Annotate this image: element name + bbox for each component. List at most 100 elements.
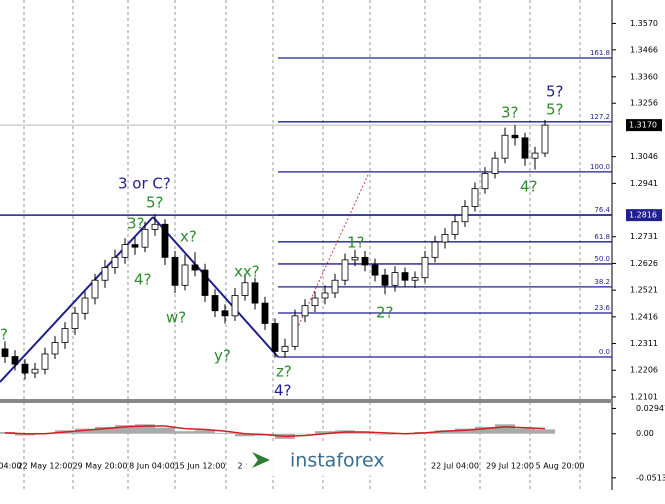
candle-body (281, 345, 289, 352)
osc-signal (4, 425, 546, 438)
osc-y-tick-label: 0.00 (636, 429, 654, 438)
candle-body (71, 312, 79, 329)
panel-separator (0, 399, 612, 403)
candle-body (251, 282, 259, 304)
fib-label: 100.0 (590, 163, 610, 171)
y-tick-label: 1.3046 (630, 152, 658, 161)
osc-bar (95, 426, 115, 434)
y-tick-label: 1.2311 (630, 339, 658, 348)
osc-bar (195, 430, 215, 434)
candle-body (511, 134, 519, 139)
osc-bar (535, 429, 555, 434)
y-tick-label: 1.2416 (630, 312, 658, 321)
candle-body (361, 256, 369, 266)
wave-label: 5? (546, 83, 564, 101)
x-tick-label: 8 Jun 04:00 (129, 462, 175, 471)
osc-bar (215, 432, 235, 434)
watermark-logo (252, 452, 270, 468)
fib-label: 50.0 (594, 255, 610, 263)
candle-body (261, 302, 269, 324)
osc-bar (355, 432, 375, 434)
candle-body (371, 264, 379, 276)
candle-body (291, 315, 299, 347)
candle-body (451, 221, 459, 235)
wave-label: ? (0, 326, 8, 344)
wave-label: 4? (134, 271, 152, 289)
fib-label: 76.4 (594, 206, 610, 214)
y-tick-label: 1.3360 (630, 72, 658, 81)
candle-body (201, 269, 209, 296)
watermark: instaforex (243, 444, 400, 476)
wave-label: 4? (520, 178, 538, 196)
wave-label: z? (276, 363, 292, 381)
x-tick-label: 29 May 20:00 (73, 462, 128, 471)
y-tick-label: 1.2626 (630, 259, 658, 268)
candle-body (21, 363, 29, 374)
osc-bar (455, 428, 475, 434)
y-tick-label: 1.3570 (630, 19, 658, 28)
osc-bar (375, 433, 395, 435)
candle-body (411, 277, 419, 281)
candle-body (441, 234, 449, 243)
x-tick-label: 15 Jun 12:00 (175, 462, 226, 471)
trend-level-box (626, 209, 662, 222)
candle-body (31, 368, 39, 374)
wave-line (152, 216, 279, 358)
osc-bar (495, 424, 515, 434)
watermark-text: instaforex (290, 450, 385, 472)
fib-label: 0.0 (599, 348, 610, 356)
wave-label: w? (166, 309, 186, 327)
candle-body (311, 297, 319, 307)
wave-label: 1? (347, 234, 365, 252)
osc-bar (475, 426, 495, 434)
wave-label: 2? (376, 304, 394, 322)
osc-bar (75, 428, 95, 434)
y-tick-label: 1.2731 (630, 232, 658, 241)
candle-body (101, 267, 109, 281)
candle-body (391, 272, 399, 286)
wave-labels: ? 3 or C? 5? 3? 4? x? w? xx? y? z? 4? 1?… (0, 83, 564, 400)
fib-label: 127.2 (590, 113, 610, 121)
candle-body (471, 188, 479, 207)
wave-label: xx? (234, 263, 260, 281)
osc-y-tick-label: -0.05133 (636, 473, 665, 482)
candle-body (401, 272, 409, 281)
current-price-label: 1.3170 (629, 121, 657, 130)
candle-body (491, 157, 499, 174)
y-tick-label: 1.2101 (630, 392, 658, 401)
candle-body (241, 282, 249, 296)
candle-body (61, 328, 69, 343)
x-tick-label: 29 Jul 12:00 (486, 462, 534, 471)
osc-bar (235, 433, 255, 437)
candle-body (181, 264, 189, 286)
candle-body (301, 305, 309, 317)
candle-body (481, 173, 489, 190)
trend-level-label: 1.2816 (629, 211, 657, 220)
candle-body (211, 295, 219, 312)
wave-label: 3? (501, 104, 519, 122)
candle-body (141, 228, 149, 248)
candle-body (171, 256, 179, 286)
x-tick-label: 22 Jul 04:00 (431, 462, 479, 471)
osc-bar (155, 427, 175, 434)
y-tick-label: 1.2206 (630, 366, 658, 375)
x-tick-label: 22 May 12:00 (18, 462, 73, 471)
osc-bar (515, 428, 535, 434)
candle-body (111, 256, 119, 268)
fib-label: 23.6 (594, 304, 610, 312)
candle-body (131, 244, 139, 248)
y-tick-label: 1.2941 (630, 179, 658, 188)
osc-bar (435, 430, 455, 434)
candle-body (121, 244, 129, 258)
grid (0, 0, 613, 490)
candle-body (321, 292, 329, 299)
osc-bar (115, 425, 135, 434)
candle-body (421, 256, 429, 279)
x-tick-label: 5 Aug 20:00 (536, 462, 585, 471)
y-tick-label: 1.3466 (630, 45, 658, 54)
candle-body (381, 274, 389, 286)
x-tick-label: 04:00 (0, 462, 22, 471)
wave-label: 4? (274, 382, 292, 400)
candle-body (431, 241, 439, 258)
